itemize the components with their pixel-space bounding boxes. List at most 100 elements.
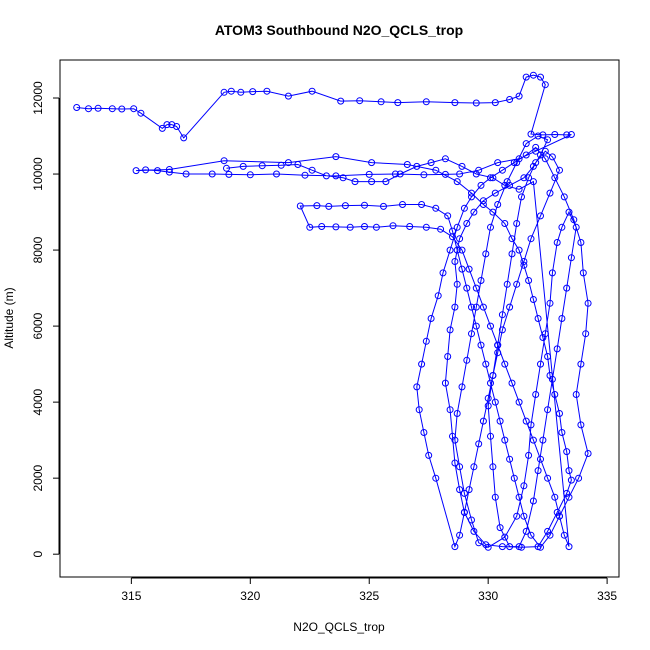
data-point — [453, 246, 461, 254]
y-tick-label: 10000 — [31, 157, 45, 191]
data-point — [563, 131, 571, 139]
data-point — [479, 303, 487, 311]
data-point — [406, 223, 414, 230]
data-point — [515, 493, 523, 501]
data-point — [477, 181, 485, 189]
data-point — [463, 284, 471, 292]
data-point — [137, 109, 145, 117]
plot-frame — [59, 59, 620, 578]
data-point — [498, 166, 506, 174]
data-point — [503, 280, 511, 288]
x-tick-label: 335 — [597, 589, 617, 603]
data-point — [489, 372, 497, 379]
data-point — [567, 254, 575, 262]
data-point — [527, 235, 535, 243]
data-point — [487, 174, 494, 182]
data-point — [434, 292, 442, 300]
data-point — [460, 204, 468, 212]
data-point — [529, 436, 537, 444]
data-point — [582, 330, 590, 338]
data-point — [522, 417, 530, 425]
data-point — [220, 157, 228, 165]
data-point — [130, 105, 138, 113]
data-point — [532, 159, 540, 167]
data-point — [468, 516, 475, 524]
data-point — [444, 212, 452, 220]
y-axis: 0 2000 4000 6000 8000 10000 12000 — [31, 81, 60, 558]
data-point — [546, 299, 554, 307]
data-point — [527, 531, 535, 539]
data-point — [489, 463, 497, 471]
data-point — [308, 166, 316, 174]
data-point — [510, 474, 518, 482]
y-tick-label: 12000 — [31, 81, 45, 115]
data-point — [458, 162, 466, 170]
data-point — [227, 87, 235, 95]
data-point — [558, 315, 566, 322]
data-point — [529, 296, 537, 303]
data-point — [294, 161, 302, 168]
data-point — [180, 134, 188, 142]
data-point — [223, 164, 230, 172]
data-point — [494, 341, 502, 349]
data-point — [491, 398, 499, 406]
data-point — [527, 130, 535, 138]
data-point — [273, 170, 280, 178]
y-tick-label: 4000 — [31, 388, 45, 415]
data-point — [501, 181, 509, 189]
data-point — [470, 527, 478, 535]
data-point — [477, 341, 485, 349]
data-point — [301, 171, 309, 179]
data-point — [537, 543, 544, 551]
data-point — [479, 201, 487, 208]
data-point — [503, 178, 511, 186]
x-axis-label: N2O_QCLS_trop — [293, 620, 385, 634]
data-point — [537, 151, 544, 159]
data-point — [451, 543, 459, 551]
data-point — [487, 223, 494, 231]
data-point — [415, 406, 423, 414]
data-point — [518, 193, 525, 201]
data-point — [432, 474, 440, 482]
data-point — [468, 330, 475, 338]
data-point — [551, 174, 559, 182]
data-point — [572, 223, 580, 231]
data-point — [522, 527, 530, 535]
data-point — [546, 372, 554, 379]
data-point — [249, 88, 257, 96]
data-point — [534, 467, 542, 475]
data-point — [325, 202, 333, 210]
data-point — [456, 170, 464, 178]
data-point — [520, 482, 528, 490]
data-point — [537, 212, 544, 220]
data-point — [494, 159, 502, 167]
data-point — [558, 223, 566, 231]
data-point — [541, 147, 549, 155]
data-point — [446, 326, 454, 334]
data-point — [558, 429, 566, 436]
data-point — [520, 174, 528, 182]
data-point — [346, 223, 354, 231]
data-point — [394, 99, 402, 107]
data-point — [420, 429, 428, 436]
data-point — [475, 440, 483, 448]
data-point — [237, 88, 245, 96]
data-point — [73, 104, 81, 111]
data-point — [427, 315, 435, 322]
data-point — [313, 202, 321, 210]
data-point — [532, 147, 540, 155]
data-point — [537, 73, 544, 81]
data-point — [560, 531, 568, 539]
data-point — [220, 88, 228, 96]
data-point — [477, 277, 485, 284]
data-point — [496, 417, 504, 425]
data-point — [413, 162, 421, 170]
data-point — [537, 455, 544, 463]
data-point — [541, 155, 549, 163]
data-point — [322, 172, 330, 180]
data-point — [284, 92, 292, 100]
data-point — [487, 432, 494, 440]
data-point — [263, 87, 271, 95]
data-point — [456, 486, 464, 494]
data-point — [484, 394, 492, 402]
